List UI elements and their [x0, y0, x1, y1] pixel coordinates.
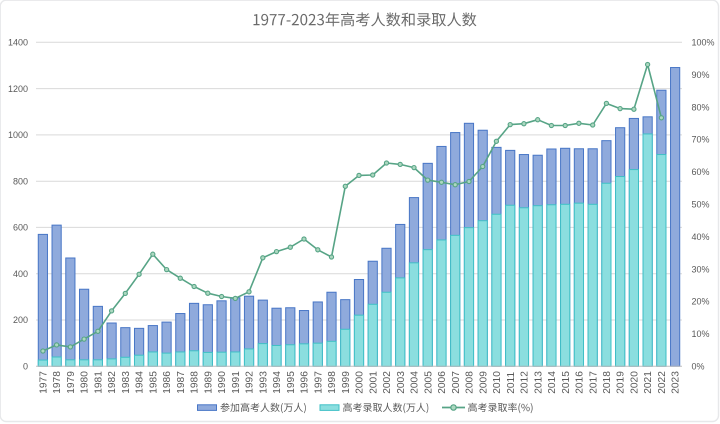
- svg-text:1983: 1983: [121, 371, 132, 394]
- svg-text:2011: 2011: [506, 372, 517, 394]
- svg-text:600: 600: [13, 223, 28, 233]
- svg-text:1991: 1991: [231, 371, 242, 394]
- svg-text:2006: 2006: [437, 371, 448, 394]
- svg-text:1978: 1978: [52, 371, 63, 394]
- svg-text:1000: 1000: [8, 130, 28, 140]
- svg-text:400: 400: [13, 269, 28, 279]
- svg-text:2020: 2020: [630, 371, 641, 394]
- svg-text:2012: 2012: [520, 371, 531, 394]
- svg-text:30%: 30%: [692, 264, 710, 274]
- svg-text:2018: 2018: [602, 371, 613, 394]
- svg-text:2023: 2023: [671, 371, 682, 394]
- svg-text:2007: 2007: [451, 371, 462, 394]
- svg-text:1996: 1996: [300, 371, 311, 394]
- svg-text:200: 200: [13, 315, 28, 325]
- svg-text:2009: 2009: [478, 371, 489, 394]
- svg-text:1995: 1995: [286, 371, 297, 394]
- svg-text:2014: 2014: [547, 371, 558, 394]
- svg-text:1997: 1997: [313, 371, 324, 394]
- svg-text:2017: 2017: [588, 371, 599, 394]
- svg-text:2010: 2010: [492, 371, 503, 394]
- svg-text:1987: 1987: [176, 371, 187, 394]
- svg-text:1994: 1994: [272, 371, 283, 394]
- svg-text:2015: 2015: [561, 371, 572, 394]
- svg-text:2022: 2022: [657, 371, 668, 394]
- svg-text:1977: 1977: [39, 371, 50, 394]
- svg-text:80%: 80%: [692, 102, 710, 112]
- svg-text:1200: 1200: [8, 84, 28, 94]
- svg-text:1986: 1986: [162, 371, 173, 394]
- svg-text:1982: 1982: [107, 371, 118, 394]
- svg-text:50%: 50%: [692, 200, 710, 210]
- svg-text:2003: 2003: [396, 371, 407, 394]
- svg-text:2013: 2013: [533, 371, 544, 394]
- svg-text:1984: 1984: [135, 371, 146, 394]
- svg-text:1981: 1981: [94, 371, 105, 394]
- svg-text:1999: 1999: [341, 371, 352, 394]
- svg-text:2000: 2000: [355, 371, 366, 394]
- svg-text:0%: 0%: [692, 362, 705, 372]
- svg-text:2016: 2016: [575, 371, 586, 394]
- svg-text:90%: 90%: [692, 70, 710, 80]
- svg-text:2002: 2002: [382, 371, 393, 394]
- svg-text:2019: 2019: [616, 371, 627, 394]
- svg-text:1988: 1988: [190, 371, 201, 394]
- svg-text:800: 800: [13, 176, 28, 186]
- svg-text:1998: 1998: [327, 371, 338, 394]
- svg-text:2008: 2008: [465, 371, 476, 394]
- svg-text:2005: 2005: [423, 371, 434, 394]
- svg-text:60%: 60%: [692, 167, 710, 177]
- svg-text:70%: 70%: [692, 135, 710, 145]
- svg-text:0: 0: [23, 362, 28, 372]
- svg-text:1989: 1989: [203, 371, 214, 394]
- svg-text:2004: 2004: [410, 371, 421, 394]
- svg-text:1979: 1979: [66, 371, 77, 394]
- svg-text:1990: 1990: [217, 371, 228, 394]
- svg-text:100%: 100%: [692, 38, 715, 48]
- svg-text:10%: 10%: [692, 329, 710, 339]
- svg-text:1992: 1992: [245, 371, 256, 394]
- svg-text:20%: 20%: [692, 297, 710, 307]
- svg-text:2001: 2001: [368, 371, 379, 394]
- svg-text:40%: 40%: [692, 232, 710, 242]
- svg-text:1400: 1400: [8, 38, 28, 48]
- svg-text:2021: 2021: [643, 371, 654, 394]
- svg-text:1985: 1985: [148, 371, 159, 394]
- svg-text:1980: 1980: [80, 371, 91, 394]
- svg-text:1993: 1993: [258, 371, 269, 394]
